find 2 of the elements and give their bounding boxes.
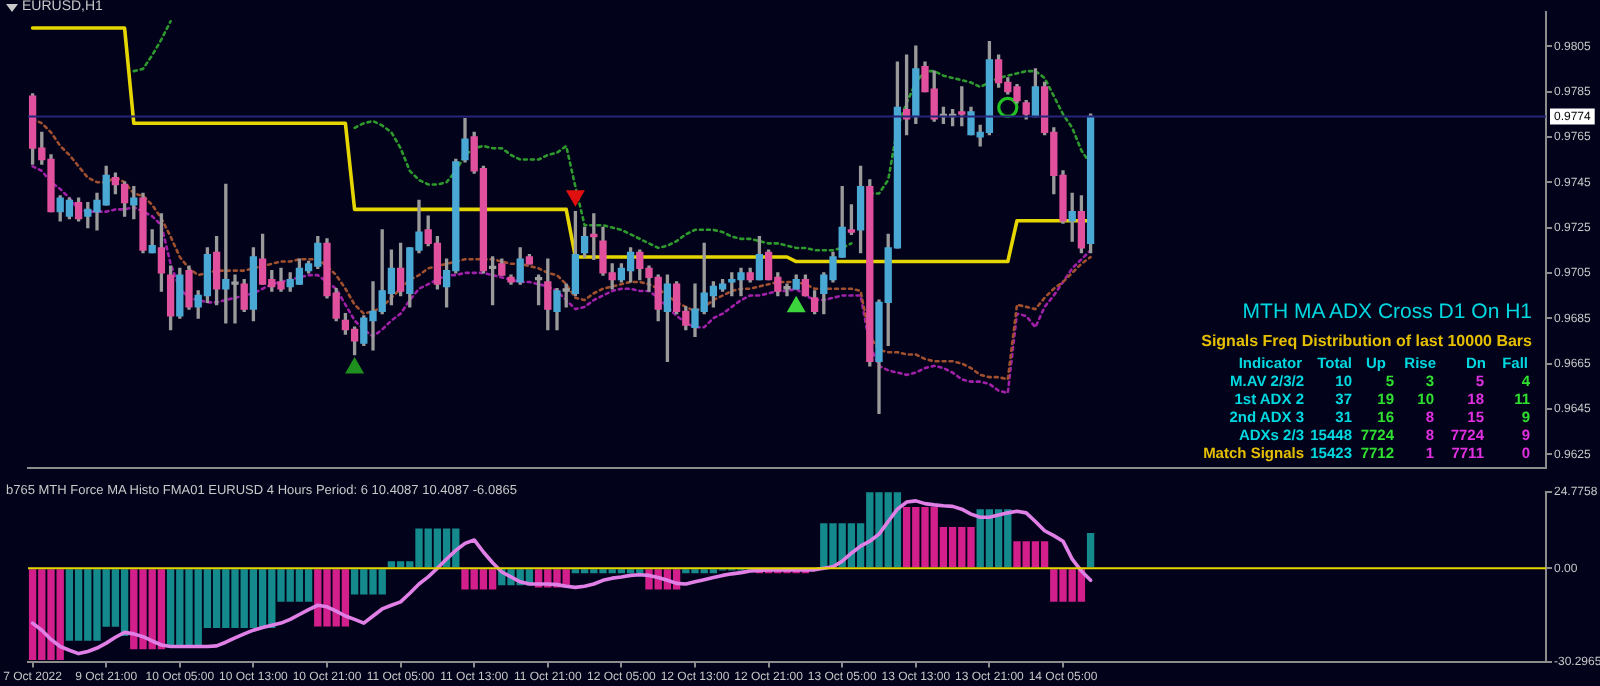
annotation: Signals Freq Distribution of last 10000 Bars — [1201, 332, 1532, 352]
annotation: MTH MA ADX Cross D1 On H1 — [1242, 300, 1532, 326]
